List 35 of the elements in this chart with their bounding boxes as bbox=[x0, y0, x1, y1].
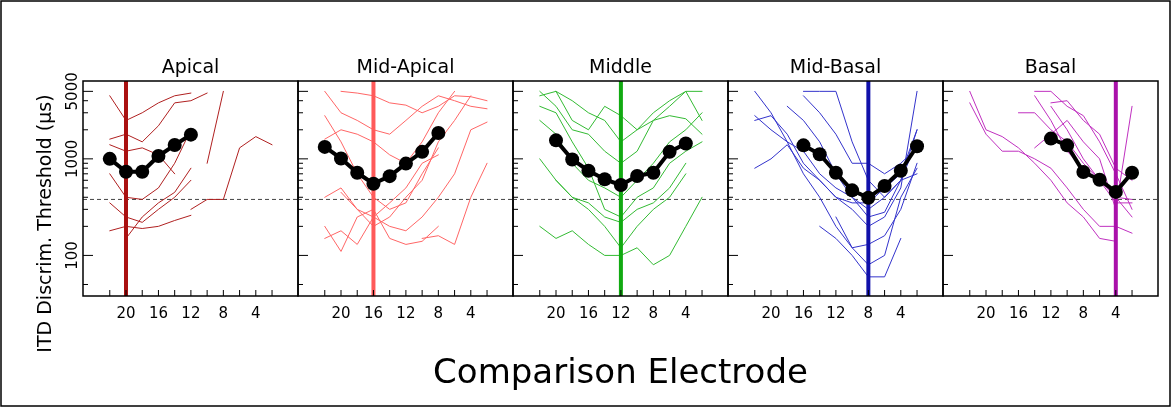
x-tick-label: 4 bbox=[896, 304, 906, 322]
x-tick-label: 12 bbox=[181, 304, 201, 322]
x-tick-label: 20 bbox=[761, 304, 781, 322]
x-tick-label: 12 bbox=[611, 304, 631, 322]
chart-title: Middle bbox=[589, 55, 652, 77]
x-tick-label: 12 bbox=[396, 304, 416, 322]
x-tick-label: 4 bbox=[251, 304, 261, 322]
x-tick-label: 12 bbox=[826, 304, 846, 322]
x-tick-label: 4 bbox=[1111, 304, 1121, 322]
x-tick-label: 20 bbox=[546, 304, 566, 322]
x-tick-label: 16 bbox=[1008, 304, 1028, 322]
chart-title: Mid-Basal bbox=[789, 55, 882, 77]
chart-title: Apical bbox=[161, 55, 220, 77]
x-tick-label: 20 bbox=[116, 304, 136, 322]
x-tick-label: 4 bbox=[681, 304, 691, 322]
x-tick-label: 8 bbox=[218, 304, 229, 322]
y-tick-label: 5000 bbox=[63, 72, 81, 111]
x-tick-label: 4 bbox=[466, 304, 476, 322]
x-tick-label: 16 bbox=[363, 304, 383, 322]
x-axis-title: Comparison Electrode bbox=[433, 351, 808, 391]
x-tick-label: 8 bbox=[648, 304, 659, 322]
chart-title: Mid-Apical bbox=[356, 55, 455, 77]
x-tick-label: 20 bbox=[976, 304, 996, 322]
x-tick-label: 8 bbox=[1078, 304, 1089, 322]
chart-title: Basal bbox=[1024, 55, 1077, 77]
x-tick-label: 16 bbox=[148, 304, 168, 322]
x-tick-label: 20 bbox=[331, 304, 351, 322]
y-axis-title: ITD Discrim. Threshold (μs) bbox=[33, 94, 55, 353]
x-tick-label: 16 bbox=[578, 304, 598, 322]
x-tick-label: 12 bbox=[1041, 304, 1061, 322]
x-tick-label: 8 bbox=[863, 304, 874, 322]
y-tick-label: 100 bbox=[63, 241, 81, 270]
y-tick-label: 1000 bbox=[63, 139, 81, 178]
x-tick-label: 8 bbox=[433, 304, 444, 322]
x-tick-label: 16 bbox=[793, 304, 813, 322]
